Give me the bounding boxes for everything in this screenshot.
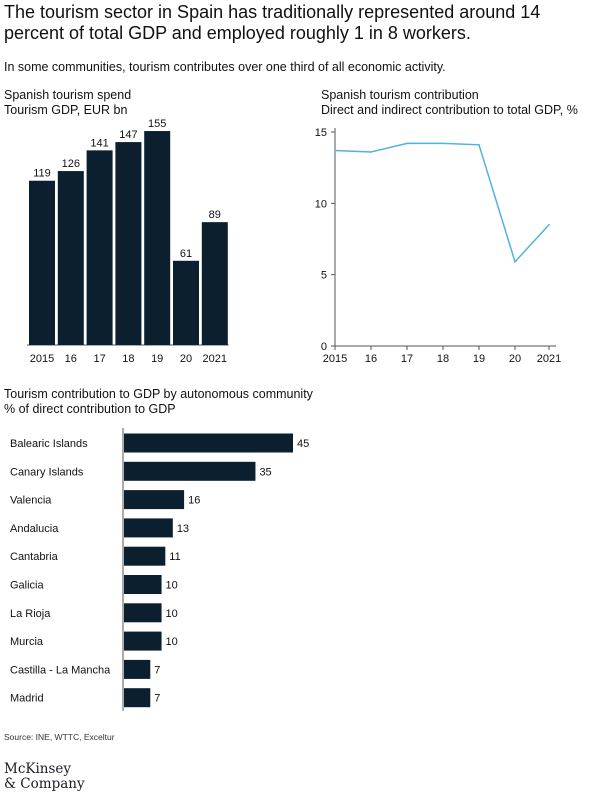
spend-value-label: 89 [209,209,221,221]
contribution-x-tick-label: 2015 [323,353,347,365]
community-value-label: 13 [177,523,189,535]
spend-bar [201,222,228,345]
contribution-y-tick-label: 5 [321,270,327,282]
community-value-label: 11 [169,551,180,563]
community-category-label: Murcia [10,636,44,648]
spend-chart-subtitle: Tourism GDP, EUR bn [4,103,128,117]
contribution-x-tick-label: 18 [437,353,449,365]
contribution-x-tick-label: 17 [401,353,413,365]
community-chart-title: Tourism contribution to GDP by autonomou… [4,387,313,401]
community-category-label: Valencia [10,495,52,507]
community-bar [124,433,293,453]
community-chart-subtitle: % of direct contribution to GDP [4,402,176,416]
community-category-label: Andalucia [10,523,59,535]
contribution-chart-subtitle: Direct and indirect contribution to tota… [321,103,578,117]
spend-x-tick-label: 19 [151,353,163,365]
community-bar [124,518,173,538]
mckinsey-logo: McKinsey & Company [4,762,85,792]
community-bar [124,631,162,651]
spend-chart-title: Spanish tourism spend [4,88,132,102]
spend-bar [86,150,113,345]
contribution-x-tick-label: 2021 [537,353,561,365]
spend-value-label: 147 [119,129,137,141]
contribution-point [442,142,444,145]
spend-x-tick-label: 20 [180,353,192,365]
spend-bar [115,142,142,345]
community-bar [124,603,162,623]
spend-value-label: 141 [90,137,108,149]
community-value-label: 45 [297,438,309,450]
spend-bar [29,180,55,345]
logo-line-1: McKinsey [4,761,72,777]
spend-value-label: 119 [33,168,51,180]
contribution-point [548,223,550,226]
contribution-y-tick-label: 0 [321,341,327,353]
contribution-x-tick-label: 16 [365,353,377,365]
spend-x-tick-label: 2021 [203,353,227,365]
community-value-label: 7 [154,693,160,705]
spend-bar [144,131,171,345]
spend-x-tick-label: 18 [122,353,134,365]
source-note: Source: INE, WTTC, Exceltur [4,732,115,742]
community-bar [124,546,166,566]
logo-line-2: & Company [4,776,85,792]
community-category-label: La Rioja [10,608,51,620]
contribution-point [478,144,480,146]
community-value-label: 10 [166,636,178,648]
spend-bar [57,171,84,345]
subheadline: In some communities, tourism contributes… [4,60,446,74]
contribution-y-tick-label: 10 [315,198,327,210]
contribution-x-tick-label: 19 [473,353,485,365]
spend-x-tick-label: 17 [93,353,105,365]
spend-bar [173,260,199,345]
contribution-y-tick-label: 15 [315,127,327,139]
contribution-point [406,142,408,145]
community-category-label: Madrid [10,693,44,705]
contribution-point [514,261,516,263]
spend-chart-header: Spanish tourism spend Tourism GDP, EUR b… [4,88,131,118]
community-value-label: 10 [166,608,178,620]
community-category-label: Galicia [10,580,45,592]
contribution-chart-title: Spanish tourism contribution [321,88,479,102]
contribution-x-tick-label: 20 [509,353,521,365]
community-value-label: 7 [154,664,160,676]
contribution-point [334,149,336,152]
community-category-label: Canary Islands [10,466,84,478]
contribution-chart-header: Spanish tourism contribution Direct and … [321,88,578,118]
community-value-label: 16 [188,495,200,507]
community-category-label: Cantabria [10,551,59,563]
spend-value-label: 126 [62,158,80,170]
community-category-label: Balearic Islands [10,438,88,450]
community-bar [124,461,256,481]
community-bar [124,575,162,594]
headline: The tourism sector in Spain has traditio… [4,2,541,43]
spend-value-label: 61 [180,248,192,260]
community-bar [124,490,185,510]
spend-x-tick-label: 2015 [30,353,54,365]
spend-x-tick-label: 16 [65,353,77,365]
community-category-label: Castilla - La Mancha [10,664,111,676]
community-chart-header: Tourism contribution to GDP by autonomou… [4,387,313,417]
community-value-label: 10 [166,580,178,592]
spend-value-label: 155 [148,118,166,130]
community-value-label: 35 [259,466,271,478]
contribution-point [370,151,372,153]
community-bar [124,688,151,708]
community-bar [124,659,151,679]
